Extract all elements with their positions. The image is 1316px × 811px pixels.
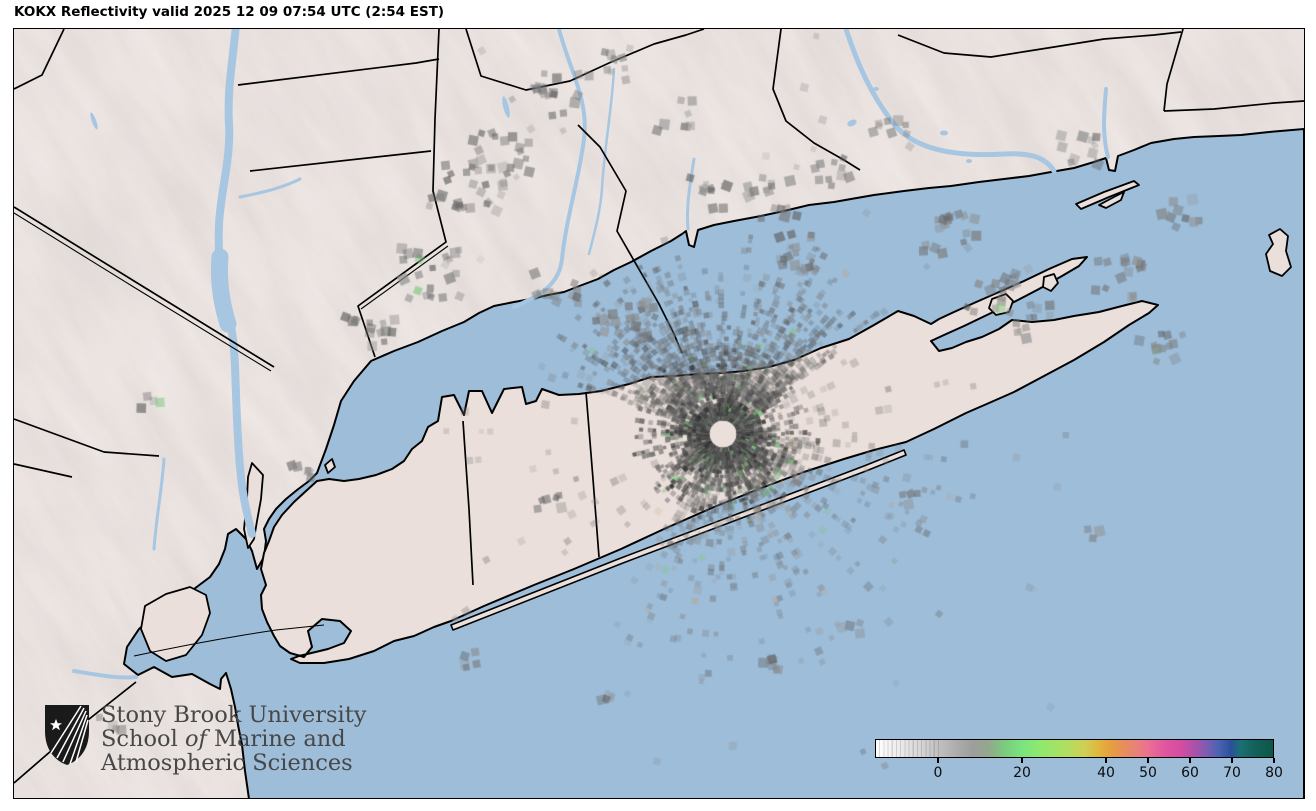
colorbar-tick-label: 60 (1181, 765, 1199, 781)
stony-brook-shield-logo (45, 705, 89, 765)
colorbar-tick-mark (1105, 758, 1107, 763)
colorbar-tick-mark (1189, 758, 1191, 763)
radar-map: Stony Brook University School of Marine … (13, 28, 1305, 799)
attribution-line1: Stony Brook University (101, 702, 367, 728)
colorbar-tick-label: 0 (933, 765, 943, 781)
shield-star (50, 719, 62, 731)
colorbar-tick-mark (937, 758, 939, 763)
attribution-line2: School of Marine and (101, 726, 346, 752)
colorbar-tick-label: 80 (1265, 765, 1283, 781)
colorbar-tick-mark (1021, 758, 1023, 763)
attribution-line3: Atmospheric Sciences (101, 750, 353, 776)
radar-echoes-layer (14, 29, 1304, 798)
attribution: Stony Brook University School of Marine … (42, 703, 366, 775)
colorbar-tick-label: 50 (1139, 765, 1157, 781)
attribution-text: Stony Brook University School of Marine … (101, 703, 366, 775)
map-title: KOKX Reflectivity valid 2025 12 09 07:54… (14, 4, 445, 20)
colorbar-gradient (875, 739, 1274, 758)
colorbar: 0 20 40 50 60 70 80 (875, 739, 1283, 784)
colorbar-tick-mark (1273, 758, 1275, 763)
colorbar-tick-label: 20 (1013, 765, 1031, 781)
colorbar-tick-label: 70 (1223, 765, 1241, 781)
colorbar-step-stripes (876, 740, 942, 757)
shield-rays (50, 705, 89, 765)
colorbar-tick-mark (1231, 758, 1233, 763)
colorbar-tick-mark (1147, 758, 1149, 763)
colorbar-tick-label: 40 (1097, 765, 1115, 781)
